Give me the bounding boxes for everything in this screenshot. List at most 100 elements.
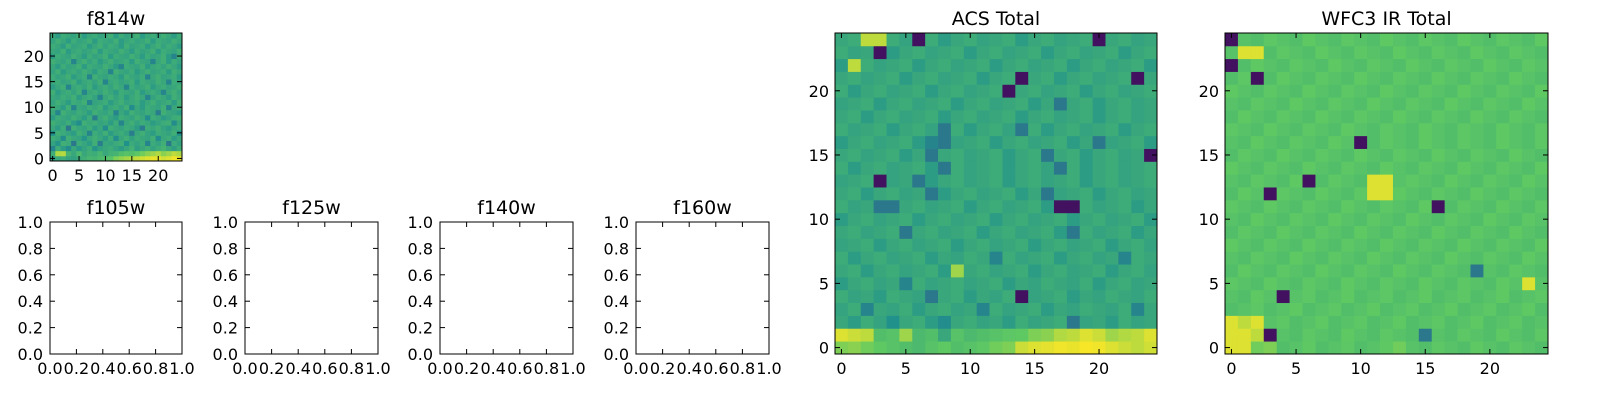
heatmap-cell <box>97 109 104 116</box>
heatmap-cell <box>1392 71 1407 85</box>
heatmap-cell <box>71 89 77 95</box>
heatmap-cell <box>1079 328 1093 342</box>
heatmap-cell <box>950 315 965 329</box>
heatmap-cell <box>1522 187 1536 201</box>
heatmap-cell <box>976 328 990 342</box>
heatmap-cell <box>835 238 849 252</box>
heatmap-cell <box>1405 302 1420 316</box>
heatmap-cell <box>76 114 83 121</box>
heatmap-cell <box>899 276 913 291</box>
heatmap-cell <box>1028 135 1042 149</box>
heatmap-cell <box>989 341 1003 355</box>
heatmap-cell <box>118 58 125 65</box>
heatmap-cell <box>1418 315 1433 329</box>
heatmap-cell <box>1431 328 1446 342</box>
heatmap-cell <box>835 71 849 85</box>
heatmap-cell <box>1053 110 1068 124</box>
heatmap-cell <box>1367 251 1381 265</box>
heatmap-cell <box>129 140 135 147</box>
heatmap-cell <box>835 58 849 72</box>
heatmap-cell <box>1118 225 1132 239</box>
heatmap-cell <box>1315 148 1329 162</box>
heatmap-cell <box>102 104 109 111</box>
heatmap-cell <box>145 68 151 75</box>
heatmap-cell <box>1392 302 1407 316</box>
heatmap-cell <box>155 73 162 80</box>
heatmap-cell <box>129 135 135 141</box>
heatmap-cell <box>166 58 172 65</box>
heatmap-cell <box>92 73 98 80</box>
heatmap-cell <box>1015 328 1029 342</box>
heatmap-cell <box>912 33 926 47</box>
y-tick-label: 20 <box>1199 82 1219 101</box>
heatmap-cell <box>1015 71 1029 85</box>
heatmap-cell <box>1444 238 1458 252</box>
heatmap-cell <box>102 99 109 106</box>
heatmap-cell <box>155 94 162 100</box>
heatmap-cell <box>113 109 120 116</box>
heatmap-cell <box>835 84 849 98</box>
x-tick-label: 0.6 <box>703 359 728 378</box>
heatmap-cell <box>860 58 875 72</box>
y-tick-label: 0.8 <box>408 239 433 258</box>
heatmap-cell <box>1263 276 1278 291</box>
heatmap-cell <box>1289 33 1303 47</box>
x-tick-label: 0 <box>48 166 58 185</box>
heatmap-cell <box>1380 225 1394 239</box>
heatmap-cell <box>1405 199 1420 214</box>
heatmap-cell <box>145 33 151 39</box>
heatmap-cell <box>1015 84 1029 98</box>
heatmap-cell <box>1328 135 1342 149</box>
heatmap-cell <box>166 150 172 157</box>
heatmap-cell <box>1470 97 1484 111</box>
heatmap-cell <box>92 135 98 141</box>
panel-title-f140w: f140w <box>477 197 536 219</box>
heatmap-cell <box>123 140 130 147</box>
heatmap-cell <box>1053 289 1068 304</box>
heatmap-cell <box>71 130 77 136</box>
heatmap-cell <box>118 79 125 85</box>
heatmap-cell <box>134 150 141 157</box>
heatmap-cell <box>1263 71 1278 85</box>
heatmap-cell <box>1483 135 1497 149</box>
heatmap-cell <box>899 341 913 355</box>
heatmap-cell <box>1509 225 1523 239</box>
heatmap-cell <box>1367 148 1381 162</box>
heatmap-cell <box>86 94 93 100</box>
heatmap-cell <box>155 89 162 95</box>
heatmap-cell <box>1276 97 1290 111</box>
heatmap-cell <box>1066 264 1081 278</box>
heatmap-cell <box>873 251 887 265</box>
heatmap-cell <box>166 109 172 116</box>
heatmap-cell <box>1367 33 1381 47</box>
heatmap-cell <box>1302 97 1316 111</box>
heatmap-cell <box>1053 225 1068 239</box>
heatmap-cell <box>1092 225 1106 239</box>
heatmap-cell <box>139 53 146 59</box>
heatmap-cell <box>1053 174 1068 188</box>
heatmap-cell <box>1328 97 1342 111</box>
heatmap-cell <box>155 43 162 49</box>
heatmap-cell <box>1250 289 1265 304</box>
heatmap-cell <box>1341 45 1355 60</box>
heatmap-cell <box>1118 328 1132 342</box>
heatmap-cell <box>1444 187 1458 201</box>
heatmap-cell <box>1225 212 1239 226</box>
heatmap-cell <box>150 53 156 59</box>
heatmap-cell <box>1496 276 1510 291</box>
heatmap-cell <box>166 84 172 90</box>
heatmap-cell <box>1225 315 1239 329</box>
heatmap-cell <box>1118 33 1132 47</box>
heatmap-cell <box>1367 276 1381 291</box>
heatmap-cell <box>1380 212 1394 226</box>
heatmap-cell <box>1237 135 1252 149</box>
heatmap-cell <box>134 33 141 39</box>
heatmap-cell <box>1392 328 1407 342</box>
heatmap-cell <box>1105 97 1119 111</box>
heatmap-cell <box>860 97 875 111</box>
heatmap-cell <box>1237 212 1252 226</box>
heatmap-cell <box>129 73 135 80</box>
heatmap-cell <box>1535 45 1549 60</box>
heatmap-cell <box>1131 302 1145 316</box>
heatmap-cell <box>1496 341 1510 355</box>
